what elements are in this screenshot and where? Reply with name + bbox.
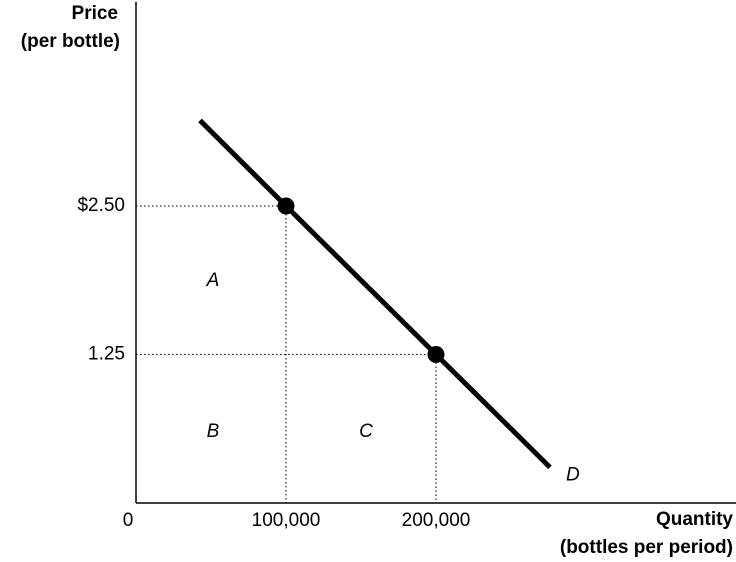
y-tick-label: $2.50 (77, 195, 125, 216)
point (277, 197, 295, 215)
point (427, 345, 445, 363)
x-tick-label: 0 (123, 510, 134, 531)
y-axis-title: Price (72, 3, 118, 24)
region-label: C (359, 421, 373, 442)
x-axis-title: Quantity (656, 509, 733, 530)
y-axis-title: (per bottle) (21, 31, 120, 52)
y-tick-label: 1.25 (88, 344, 125, 365)
region-label: A (206, 270, 220, 291)
demand-line (198, 118, 552, 470)
x-tick-label: 200,000 (402, 510, 471, 531)
x-axis-title: (bottles per period) (560, 537, 733, 558)
region-label: B (207, 421, 220, 442)
x-tick-label: 100,000 (252, 510, 321, 531)
curve-label: D (566, 464, 580, 485)
